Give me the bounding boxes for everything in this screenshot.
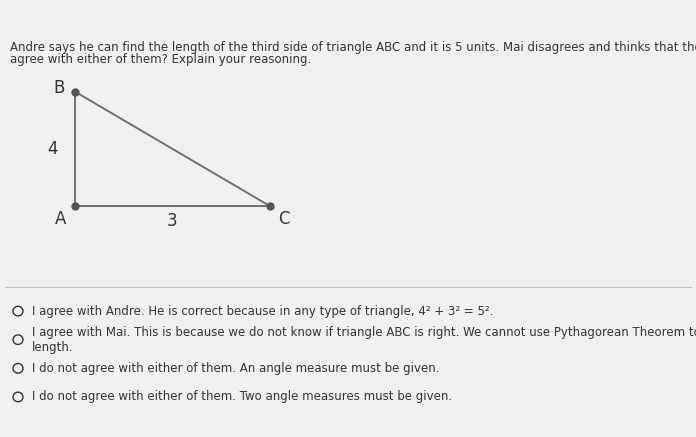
Text: 4: 4 [48, 140, 58, 158]
Text: I do not agree with either of them. Two angle measures must be given.: I do not agree with either of them. Two … [32, 390, 452, 403]
Point [70, 88, 81, 95]
Point [264, 203, 276, 210]
Text: Andre says he can find the length of the third side of triangle ABC and it is 5 : Andre says he can find the length of the… [10, 41, 696, 54]
Text: I agree with Mai. This is because we do not know if triangle ABC is right. We ca: I agree with Mai. This is because we do … [32, 326, 696, 354]
Text: B: B [54, 79, 65, 97]
Text: C: C [278, 211, 290, 229]
Text: 3: 3 [167, 212, 177, 230]
Text: I agree with Andre. He is correct because in any type of triangle, 4² + 3² = 5².: I agree with Andre. He is correct becaus… [32, 305, 493, 318]
Point [70, 203, 81, 210]
Text: I do not agree with either of them. An angle measure must be given.: I do not agree with either of them. An a… [32, 362, 439, 375]
Text: agree with either of them? Explain your reasoning.: agree with either of them? Explain your … [10, 53, 311, 66]
Text: A: A [55, 211, 67, 229]
